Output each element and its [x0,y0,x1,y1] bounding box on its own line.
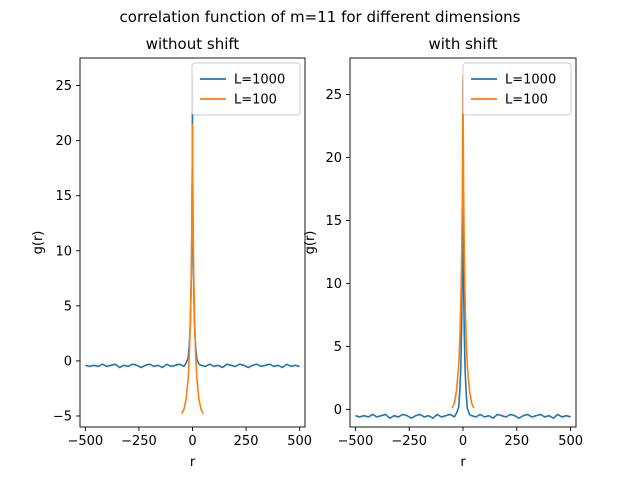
y-tick-label: 25 [325,88,342,103]
subplot-1: −500 −250 0 250 500 −5 0 5 10 15 20 25 without shift… [31,35,312,470]
y-tick-label: 15 [55,189,72,204]
y-tick-label: 0 [334,403,342,418]
y-tick-label: 25 [55,79,72,94]
y-tick-label: 20 [55,134,72,149]
subplot-2: −500 −250 0 250 500 0 5 10 15 20 25 with shift r g(r)… [303,35,583,470]
x-tick-label: −250 [391,434,427,449]
y-axis-label: g(r) [303,231,318,255]
subplot-title: without shift [146,35,240,53]
x-axis-label: r [190,455,196,470]
figure-suptitle: correlation function of m=11 for differe… [120,8,521,26]
y-tick-label: 5 [334,340,342,355]
x-tick-label: 500 [287,434,312,449]
series-line-l-100 [181,123,204,415]
x-tick-label: 0 [459,434,467,449]
x-tick-label: 250 [504,434,529,449]
x-tick-label: 0 [188,434,196,449]
y-tick-label: 10 [55,244,72,259]
legend-label: L=1000 [234,73,285,88]
y-tick-label: 5 [64,299,72,314]
x-tick-label: −500 [67,434,103,449]
y-tick-label: 10 [325,277,342,292]
legend: L=1000 L=100 [191,62,301,116]
y-tick-label: 20 [325,151,342,166]
legend-box [462,62,572,116]
x-tick-label: 250 [234,434,259,449]
x-tick-label: −250 [121,434,157,449]
legend-box [191,62,301,116]
x-axis-label: r [460,455,466,470]
legend-label: L=100 [234,93,277,108]
y-tick-label: 0 [64,354,72,369]
y-tick-label: −5 [53,409,72,424]
subplot-title: with shift [429,35,498,53]
x-tick-label: −500 [338,434,374,449]
x-tick-label: 500 [558,434,583,449]
legend-label: L=100 [505,93,548,108]
legend-label: L=1000 [505,73,556,88]
y-tick-label: 15 [325,214,342,229]
y-axis-label: g(r) [31,231,46,255]
legend: L=1000 L=100 [462,62,572,116]
